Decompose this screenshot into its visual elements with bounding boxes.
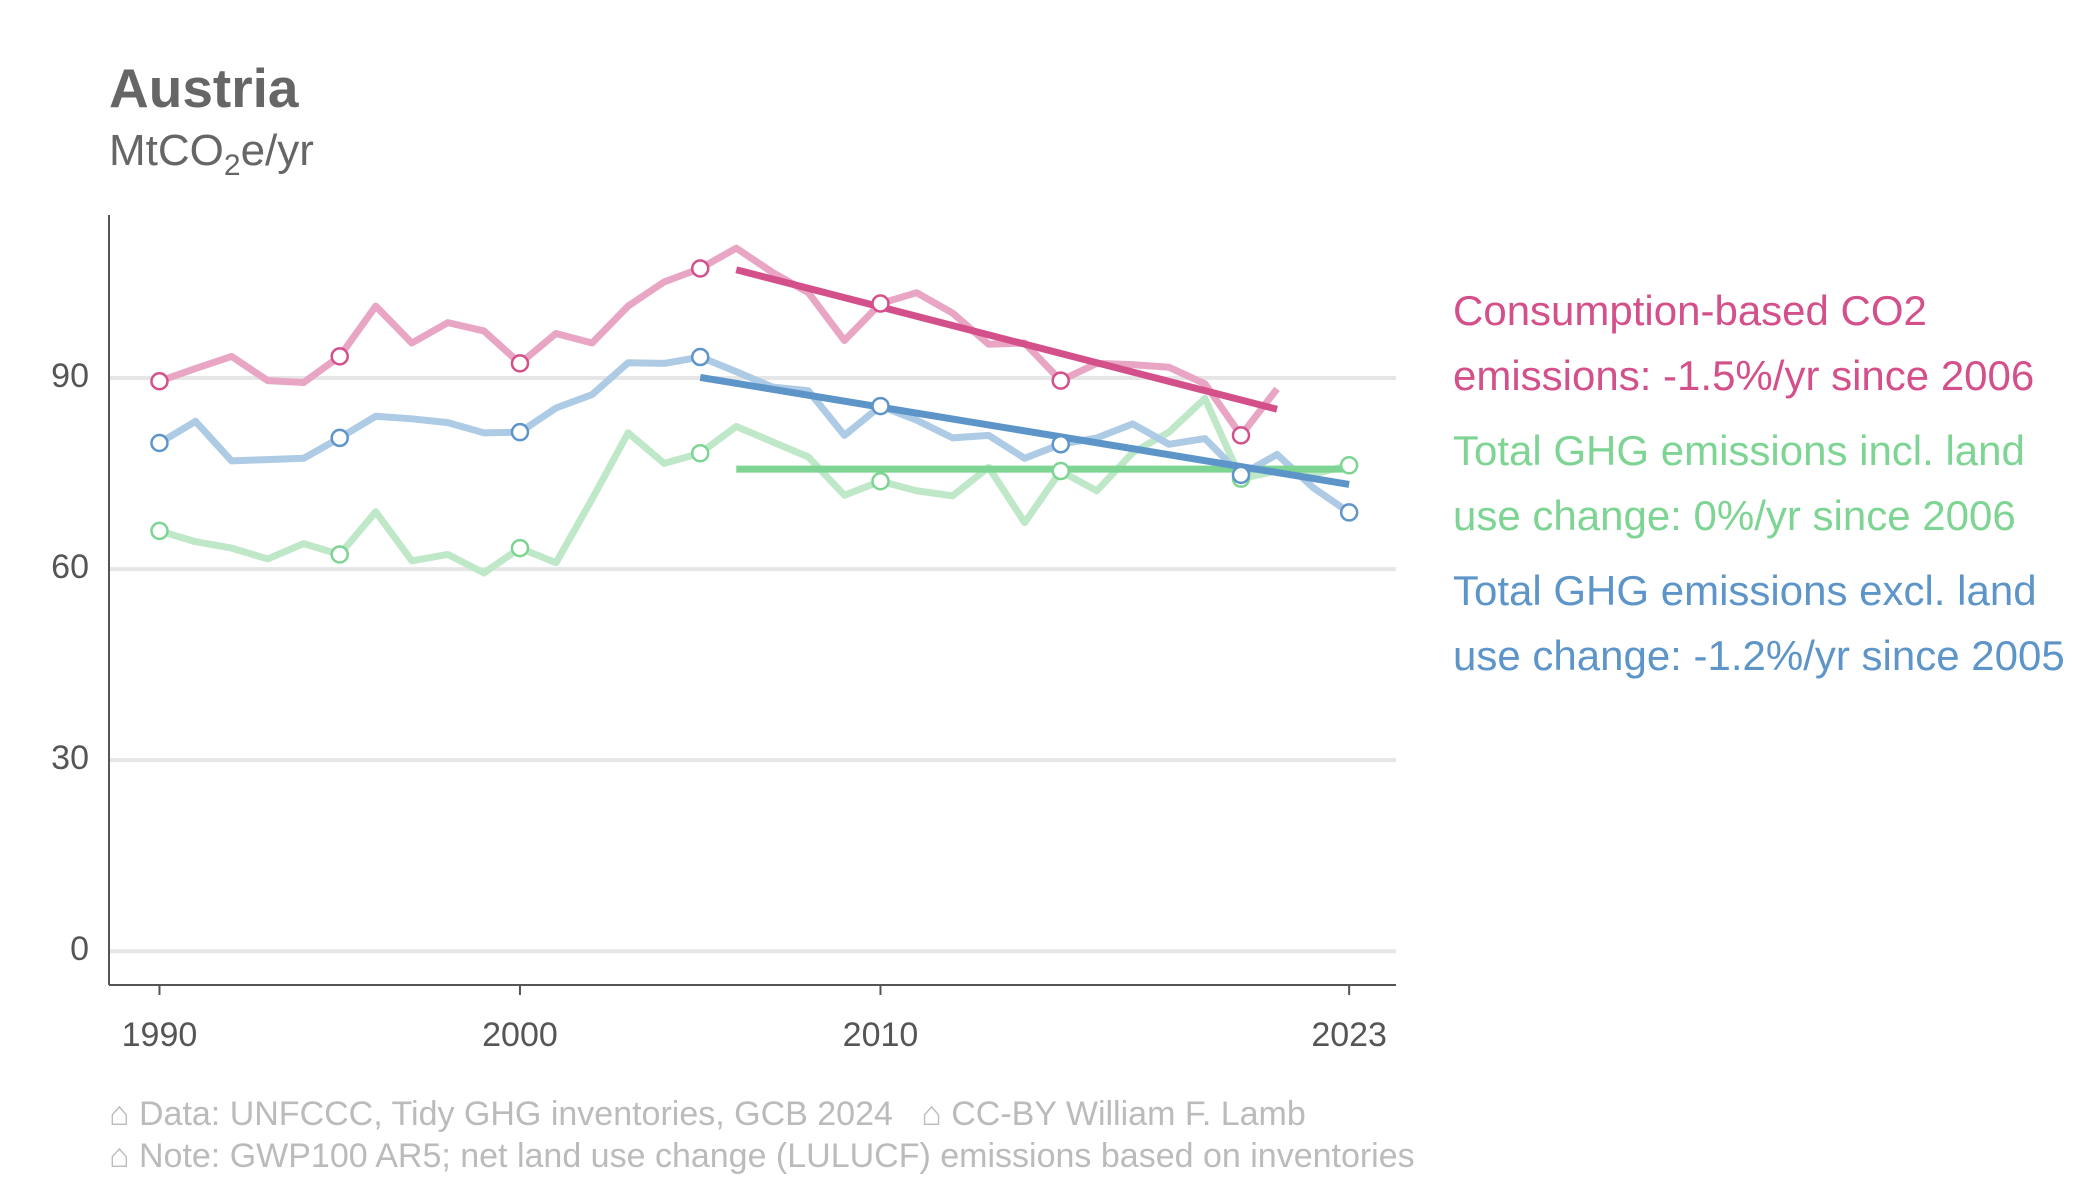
x-tick-label: 2000 xyxy=(482,1016,558,1054)
legend-entry: Total GHG emissions incl. land use chang… xyxy=(1453,427,2025,539)
marker xyxy=(1339,503,1359,522)
chart-title: Austria xyxy=(109,57,299,119)
x-tick-label: 1990 xyxy=(122,1016,198,1054)
marker xyxy=(150,433,169,453)
source: Data: UNFCCC, Tidy GHG inventories, GCB … xyxy=(138,1095,893,1133)
y-tick-label: 30 xyxy=(51,739,89,777)
marker xyxy=(510,538,530,558)
y-tick-label: 90 xyxy=(51,357,89,395)
marker xyxy=(871,396,890,416)
unit-subscript: 2 xyxy=(223,148,241,182)
marker xyxy=(150,371,169,391)
marker xyxy=(330,545,349,564)
marker xyxy=(1051,435,1070,454)
unit: e/yr xyxy=(240,126,314,175)
marker xyxy=(1339,456,1359,475)
license: CC-BY William F. Lamb xyxy=(951,1095,1306,1133)
legend-entry: Consumption-based CO2 emissions: -1.5%/y… xyxy=(1453,287,2035,399)
marker xyxy=(1051,371,1070,390)
marker xyxy=(510,422,530,442)
note: Note: GWP100 AR5; net land use change (L… xyxy=(138,1137,1415,1175)
footer-line: ⌂ Data: UNFCCC, Tidy GHG inventories, GC… xyxy=(109,1095,1306,1133)
marker xyxy=(690,259,710,278)
marker xyxy=(150,521,169,541)
marker xyxy=(1231,465,1251,485)
footer-line: ⌂ Note: GWP100 AR5; net land use change … xyxy=(109,1137,1415,1175)
series-line xyxy=(157,353,1352,516)
marker xyxy=(690,347,710,367)
y-tick-label: 0 xyxy=(70,930,89,968)
legend: Consumption-based CO2 emissions: -1.5%/y… xyxy=(1453,278,2100,698)
marker xyxy=(690,443,710,463)
series-line xyxy=(158,244,1280,439)
y-tick-label: 60 xyxy=(51,548,89,586)
marker xyxy=(330,347,349,366)
trend-line xyxy=(735,266,1278,413)
marker xyxy=(871,471,890,491)
chart-subtitle: MtCO2e/yr xyxy=(109,126,314,183)
marker xyxy=(330,428,349,448)
legend-entry: Total GHG emissions excl. land use chang… xyxy=(1453,567,2065,679)
x-tick-label: 2023 xyxy=(1311,1016,1387,1054)
series-line xyxy=(158,394,1350,577)
marker xyxy=(510,354,530,373)
marker xyxy=(1051,461,1070,481)
marker xyxy=(1231,426,1251,445)
unit: MtCO xyxy=(109,126,224,175)
marker xyxy=(871,294,890,313)
x-tick-label: 2010 xyxy=(843,1016,919,1054)
